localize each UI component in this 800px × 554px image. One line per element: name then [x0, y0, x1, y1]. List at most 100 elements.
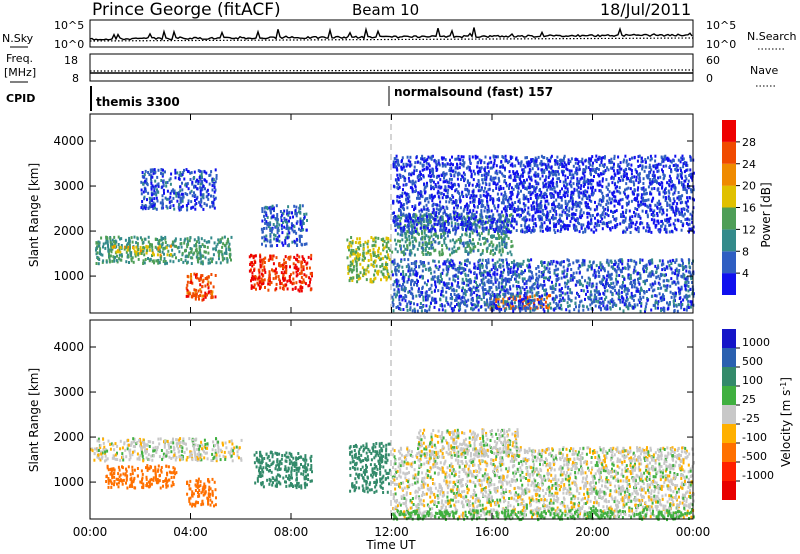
data-cell: [180, 192, 183, 196]
data-cell: [212, 194, 215, 198]
data-cell: [488, 243, 491, 247]
data-cell: [458, 308, 461, 312]
data-cell: [288, 226, 291, 230]
data-cell: [425, 283, 428, 287]
data-cell: [213, 206, 216, 210]
data-cell: [166, 189, 169, 193]
data-cell: [261, 261, 264, 265]
data-cell: [458, 285, 461, 289]
data-cell: [453, 274, 456, 278]
data-cell: [532, 282, 535, 286]
data-cell: [492, 216, 495, 220]
data-cell: [165, 184, 168, 188]
data-cell: [654, 203, 657, 207]
data-cell: [201, 187, 204, 191]
data-cell: [467, 287, 470, 291]
data-cell: [162, 202, 164, 206]
data-cell: [410, 286, 413, 290]
data-cell: [481, 181, 484, 185]
data-cell: [110, 244, 113, 248]
data-cell: [595, 264, 598, 268]
data-cell: [645, 290, 648, 293]
data-cell: [441, 244, 444, 247]
data-cell: [408, 242, 411, 245]
data-cell: [593, 271, 596, 275]
data-cell: [615, 282, 618, 286]
data-cell: [683, 265, 686, 269]
data-cell: [421, 250, 424, 254]
data-cell: [515, 222, 518, 226]
data-cell: [565, 274, 568, 278]
data-cell: [208, 290, 211, 294]
data-cell: [472, 209, 475, 213]
data-cell: [128, 248, 131, 252]
data-cell: [274, 272, 277, 276]
data-cell: [200, 197, 203, 201]
data-cell: [439, 272, 442, 276]
data-cell: [194, 293, 197, 297]
data-cell: [97, 244, 100, 248]
data-cell: [151, 184, 154, 188]
data-cell: [134, 254, 137, 258]
data-cell: [284, 236, 287, 240]
data-cell: [420, 237, 423, 241]
data-cell: [280, 271, 283, 275]
noise-panel-frame: [89, 19, 694, 48]
data-cell: [505, 282, 508, 286]
data-cell: [515, 293, 518, 297]
data-cell: [537, 167, 540, 171]
data-cell: [626, 292, 629, 296]
data-cell: [414, 204, 417, 208]
data-cell: [606, 274, 609, 278]
data-cell: [553, 172, 556, 176]
data-cell: [193, 176, 196, 180]
data-cell: [99, 252, 102, 256]
data-cell: [132, 246, 135, 250]
data-cell: [258, 270, 261, 274]
data-cell: [609, 201, 612, 205]
data-cell: [673, 280, 676, 284]
data-cell: [554, 273, 557, 277]
data-cell: [430, 283, 433, 287]
data-cell: [666, 286, 669, 290]
data-cell: [405, 273, 408, 277]
data-cell: [494, 267, 496, 271]
data-cell: [198, 279, 201, 282]
data-cell: [484, 155, 487, 159]
data-cell: [417, 232, 420, 236]
data-cell: [552, 259, 555, 263]
data-cell: [410, 251, 413, 255]
data-cell: [400, 216, 403, 220]
data-cell: [505, 277, 508, 281]
data-cell: [439, 304, 442, 307]
data-cell: [468, 268, 471, 272]
data-cell: [447, 302, 450, 306]
data-cell: [509, 271, 512, 274]
data-cell: [639, 261, 641, 265]
data-cell: [192, 292, 195, 296]
data-cell: [393, 261, 396, 265]
data-cell: [431, 296, 434, 300]
data-cell: [363, 271, 366, 275]
data-cell: [517, 205, 520, 209]
data-cell: [355, 263, 358, 267]
data-cell: [430, 271, 433, 275]
data-cell: [605, 305, 608, 309]
data-cell: [399, 175, 402, 179]
data-cell: [283, 278, 286, 282]
data-cell: [638, 277, 641, 280]
data-cell: [198, 241, 201, 245]
data-cell: [351, 279, 354, 282]
data-cell: [462, 177, 465, 181]
data-cell: [97, 242, 100, 246]
data-cell: [654, 301, 657, 305]
data-cell: [258, 279, 261, 283]
data-cell: [382, 243, 384, 247]
data-cell: [352, 250, 355, 254]
data-cell: [479, 170, 482, 173]
data-cell: [530, 175, 533, 179]
data-cell: [571, 197, 574, 201]
data-cell: [440, 290, 443, 293]
data-cell: [255, 287, 257, 291]
data-cell: [571, 276, 574, 280]
